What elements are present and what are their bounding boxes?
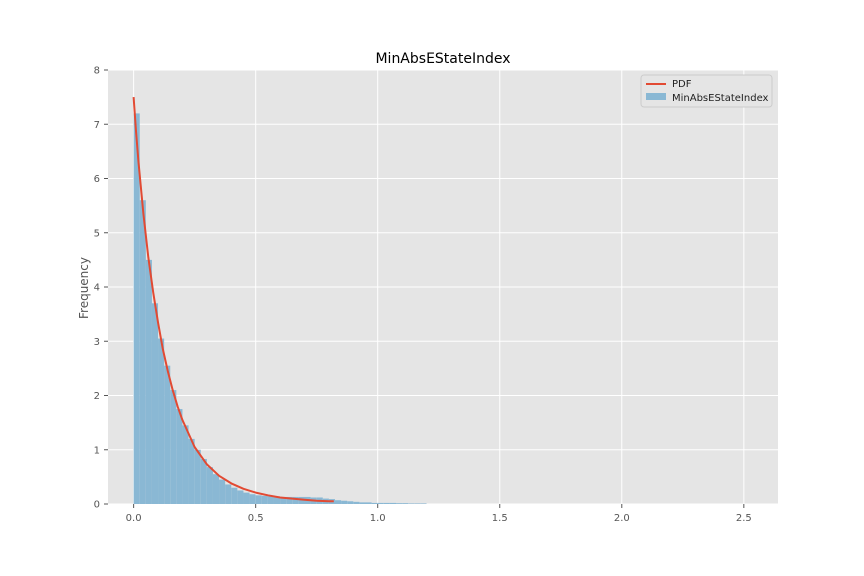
y-tick-label: 4 bbox=[94, 283, 100, 294]
histogram-bar bbox=[194, 449, 201, 504]
histogram-bar bbox=[176, 409, 183, 504]
histogram-bar bbox=[151, 303, 159, 504]
histogram-bars bbox=[133, 113, 427, 505]
histogram-bar bbox=[359, 502, 366, 504]
pdf-series bbox=[132, 97, 334, 503]
x-tick-label: 2.0 bbox=[614, 513, 630, 524]
legend: PDF MinAbsEStateIndex bbox=[640, 74, 773, 108]
pdf-line bbox=[132, 97, 334, 503]
plot-area bbox=[108, 69, 778, 505]
histogram-bar bbox=[231, 487, 238, 504]
histogram-bar bbox=[237, 490, 244, 504]
histogram-bar bbox=[170, 390, 177, 504]
histogram-bar bbox=[383, 502, 390, 504]
y-axis-label: Frequency bbox=[77, 257, 91, 319]
x-tick-label: 0.0 bbox=[126, 513, 142, 524]
y-tick-label: 2 bbox=[94, 391, 100, 402]
legend-histogram-swatch bbox=[646, 93, 666, 100]
x-axis: 0.0 0.5 1.0 1.5 2.0 2.5 bbox=[126, 504, 752, 524]
x-tick-label: 1.0 bbox=[370, 513, 386, 524]
histogram-bar bbox=[182, 425, 189, 504]
y-axis: 0 1 2 3 4 5 6 7 8 bbox=[94, 66, 108, 511]
histogram-bar bbox=[219, 479, 226, 504]
histogram-bar bbox=[334, 500, 342, 504]
histogram-bar bbox=[341, 500, 348, 504]
histogram-bar bbox=[267, 496, 274, 504]
histogram-bar bbox=[249, 494, 256, 504]
histogram-bar bbox=[225, 484, 232, 504]
histogram-bar bbox=[286, 496, 293, 504]
x-tick-label: 1.5 bbox=[492, 513, 508, 524]
histogram-bar bbox=[158, 338, 165, 504]
histogram-bar bbox=[188, 438, 195, 504]
legend-pdf-label: PDF bbox=[672, 79, 692, 90]
histogram-bar bbox=[280, 496, 287, 504]
histogram-bar bbox=[145, 259, 152, 504]
histogram-bar bbox=[133, 113, 140, 505]
histogram-bar bbox=[200, 458, 207, 504]
y-tick-label: 5 bbox=[94, 228, 100, 239]
legend-histogram-label: MinAbsEStateIndex bbox=[672, 93, 769, 104]
x-tick-label: 0.5 bbox=[248, 513, 264, 524]
histogram-bar bbox=[371, 502, 378, 504]
histogram-bar bbox=[206, 467, 213, 504]
histogram-bar bbox=[273, 496, 281, 504]
histogram-bar bbox=[365, 502, 372, 504]
histogram-bar bbox=[347, 501, 354, 504]
y-tick-label: 8 bbox=[94, 66, 100, 77]
histogram-bar bbox=[164, 365, 171, 504]
y-tick-label: 6 bbox=[94, 174, 100, 185]
histogram-bar bbox=[255, 495, 262, 504]
histogram-bar bbox=[298, 496, 305, 504]
x-tick-label: 2.5 bbox=[736, 513, 752, 524]
y-tick-label: 7 bbox=[94, 120, 100, 131]
histogram-bar bbox=[212, 474, 220, 504]
legend-frame bbox=[640, 74, 773, 108]
histogram-bar bbox=[139, 200, 146, 504]
y-tick-label: 0 bbox=[94, 500, 100, 511]
histogram-bar bbox=[243, 492, 250, 504]
histogram-bar bbox=[261, 495, 268, 504]
histogram-bar bbox=[402, 503, 409, 504]
histogram-bar bbox=[414, 503, 421, 504]
chart-title: MinAbsEStateIndex bbox=[375, 51, 510, 67]
histogram-bar bbox=[396, 503, 403, 504]
y-tick-label: 3 bbox=[94, 337, 100, 348]
histogram-bar bbox=[377, 502, 384, 504]
histogram-bar bbox=[389, 502, 397, 504]
histogram-bar bbox=[420, 503, 427, 504]
gridlines bbox=[108, 69, 778, 505]
histogram-bar bbox=[353, 501, 360, 504]
y-tick-label: 1 bbox=[94, 445, 100, 456]
histogram-bar bbox=[408, 503, 415, 504]
histogram-bar bbox=[292, 496, 299, 504]
